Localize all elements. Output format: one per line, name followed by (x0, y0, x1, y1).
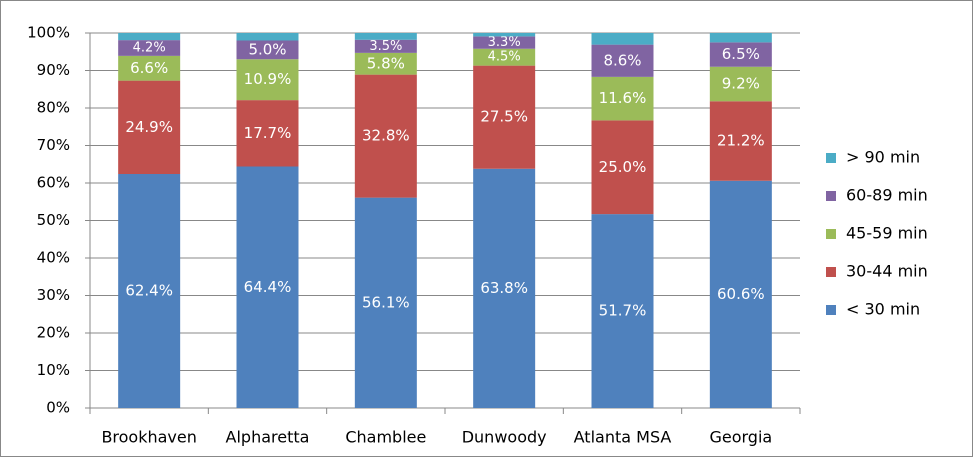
value-label: 27.5% (480, 108, 528, 126)
y-tick-label: 10% (37, 361, 70, 379)
bar-segment (591, 214, 654, 408)
legend-label: < 30 min (846, 300, 920, 319)
value-label: 11.6% (599, 89, 647, 107)
bar-segment (591, 44, 654, 77)
bar-segment (354, 52, 417, 75)
value-label: 63.8% (480, 279, 528, 297)
value-label: 6.6% (130, 59, 168, 77)
value-label: 5.0% (248, 40, 286, 58)
bar-segment (236, 100, 299, 167)
legend-label: 45-59 min (846, 224, 928, 243)
legend-swatch (826, 267, 836, 277)
bar-segment (118, 174, 181, 408)
bar-segment (473, 65, 536, 169)
bar-segment (473, 48, 536, 66)
value-label: 60.6% (717, 285, 765, 303)
legend-label: > 90 min (846, 148, 920, 167)
legend-swatch (826, 229, 836, 239)
bar-segment (709, 180, 772, 408)
value-label: 25.0% (599, 158, 647, 176)
bar-segment (709, 101, 772, 181)
value-label: 8.6% (603, 51, 641, 69)
bar-segment (354, 33, 417, 40)
x-tick-label: Dunwoody (462, 428, 547, 447)
bar-segment (354, 39, 417, 53)
bar-segment (473, 168, 536, 408)
value-label: 24.9% (125, 118, 173, 136)
bar-segment (473, 33, 536, 37)
value-label: 4.2% (133, 41, 166, 56)
bar-segment (118, 40, 181, 56)
x-tick-label: Brookhaven (101, 428, 196, 447)
y-tick-label: 50% (37, 211, 70, 229)
bar-segment (709, 66, 772, 102)
bar-segment (118, 55, 181, 81)
value-label: 5.8% (367, 54, 405, 72)
legend-label: 60-89 min (846, 186, 928, 205)
bar-segment (473, 36, 536, 49)
value-label: 10.9% (244, 70, 292, 88)
value-label: 9.2% (722, 75, 760, 93)
bar-segment (236, 33, 299, 41)
y-tick-label: 70% (37, 136, 70, 154)
y-tick-label: 80% (37, 99, 70, 117)
x-tick-label: Atlanta MSA (574, 428, 672, 447)
x-tick-label: Alpharetta (226, 428, 310, 447)
value-label: 51.7% (599, 302, 647, 320)
bar-segment (591, 33, 654, 45)
bar-segment (354, 74, 417, 198)
value-label: 56.1% (362, 293, 410, 311)
bar-segment (591, 120, 654, 215)
y-tick-label: 100% (27, 24, 70, 42)
legend-swatch (826, 191, 836, 201)
bar-segment (354, 197, 417, 408)
x-tick-label: Chamblee (345, 428, 426, 447)
bar-segment (236, 40, 299, 60)
y-tick-label: 90% (37, 61, 70, 79)
y-tick-label: 0% (46, 399, 70, 417)
value-label: 4.5% (488, 50, 521, 65)
legend-swatch (826, 153, 836, 163)
value-label: 32.8% (362, 127, 410, 145)
y-tick-label: 30% (37, 286, 70, 304)
value-label: 21.2% (717, 132, 765, 150)
x-tick-label: Georgia (709, 428, 772, 447)
y-tick-label: 20% (37, 324, 70, 342)
value-label: 3.3% (488, 35, 521, 50)
bar-segment (118, 80, 181, 174)
value-label: 17.7% (244, 124, 292, 142)
value-label: 64.4% (244, 278, 292, 296)
value-label: 3.5% (369, 39, 402, 54)
y-tick-label: 40% (37, 249, 70, 267)
legend-swatch (826, 305, 836, 315)
bar-segment (591, 76, 654, 121)
bar-segment (236, 59, 299, 101)
bar-segment (709, 33, 772, 43)
legend-label: 30-44 min (846, 262, 928, 281)
bar-segment (118, 33, 181, 41)
value-label: 6.5% (722, 45, 760, 63)
bar-segment (709, 42, 772, 67)
bar-segment (236, 166, 299, 408)
value-label: 62.4% (125, 282, 173, 300)
y-tick-label: 60% (37, 174, 70, 192)
